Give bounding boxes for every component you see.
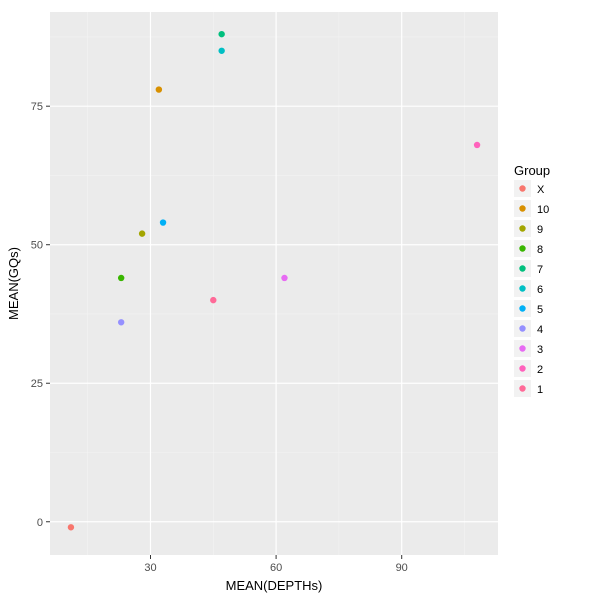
legend-marker: [519, 245, 525, 251]
y-tick-label: 50: [31, 240, 43, 252]
y-tick-label: 25: [31, 378, 43, 390]
x-tick-label: 60: [270, 562, 282, 574]
data-point: [156, 86, 162, 92]
legend-marker: [519, 265, 525, 271]
legend-label: X: [537, 184, 545, 196]
legend-marker: [519, 385, 525, 391]
x-tick-label: 90: [396, 562, 408, 574]
legend-marker: [519, 305, 525, 311]
legend-label: 10: [537, 204, 549, 216]
legend-marker: [519, 205, 525, 211]
legend-marker: [519, 285, 525, 291]
legend-label: 6: [537, 284, 543, 296]
data-point: [218, 31, 224, 37]
legend-label: 3: [537, 344, 543, 356]
y-axis-title: MEAN(GQs): [6, 247, 21, 320]
legend-marker: [519, 325, 525, 331]
x-axis-title: MEAN(DEPTHs): [226, 578, 323, 593]
legend-marker: [519, 345, 525, 351]
legend-label: 9: [537, 224, 543, 236]
legend-label: 4: [537, 324, 543, 336]
data-point: [210, 297, 216, 303]
data-point: [474, 142, 480, 148]
legend-label: 7: [537, 264, 543, 276]
plot-panel: [50, 12, 498, 555]
y-tick-label: 0: [37, 517, 43, 529]
data-point: [160, 219, 166, 225]
data-point: [118, 319, 124, 325]
data-point: [68, 524, 74, 530]
scatter-chart: 3060900255075MEAN(DEPTHs)MEAN(GQs)GroupX…: [0, 0, 600, 600]
data-point: [218, 48, 224, 54]
data-point: [281, 275, 287, 281]
y-tick-label: 75: [31, 101, 43, 113]
legend-label: 1: [537, 384, 543, 396]
legend-title: Group: [514, 163, 550, 178]
legend-label: 2: [537, 364, 543, 376]
chart-container: 3060900255075MEAN(DEPTHs)MEAN(GQs)GroupX…: [0, 0, 600, 600]
legend-marker: [519, 365, 525, 371]
data-point: [139, 230, 145, 236]
legend-marker: [519, 225, 525, 231]
legend-label: 5: [537, 304, 543, 316]
legend-marker: [519, 185, 525, 191]
x-tick-label: 30: [144, 562, 156, 574]
data-point: [118, 275, 124, 281]
legend-label: 8: [537, 244, 543, 256]
